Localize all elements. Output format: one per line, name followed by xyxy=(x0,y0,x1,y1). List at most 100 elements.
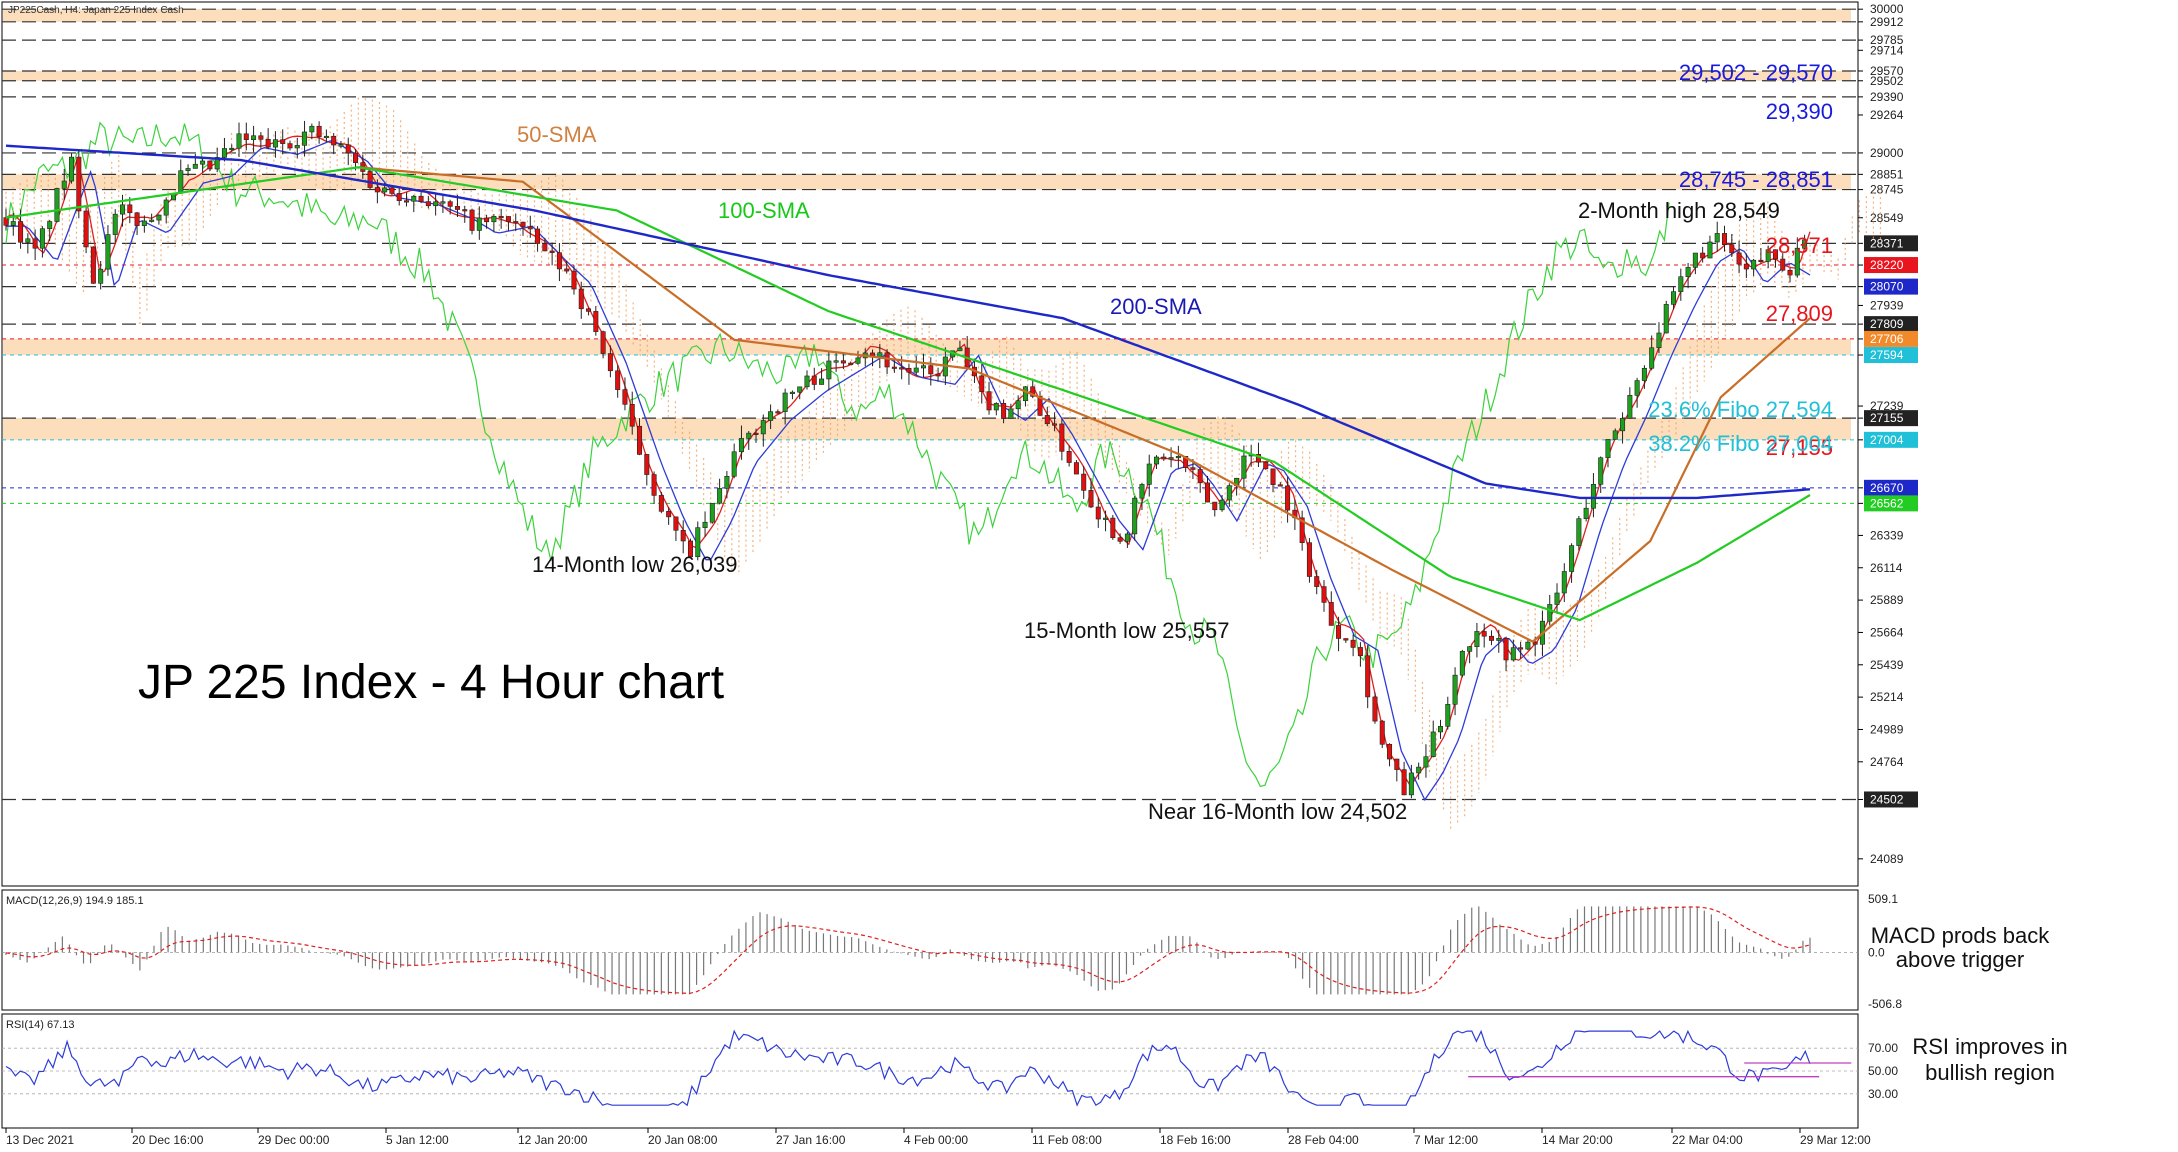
candle-body xyxy=(1751,259,1757,270)
candle-body xyxy=(1117,537,1123,542)
candle-body xyxy=(207,160,213,170)
candle-body xyxy=(571,270,577,290)
candle-body xyxy=(702,521,708,528)
candle-body xyxy=(229,147,235,151)
candle-body xyxy=(1554,592,1560,605)
candle-body xyxy=(1401,769,1407,796)
candle-body xyxy=(1226,485,1232,501)
candle-body xyxy=(98,268,104,284)
candle-body xyxy=(382,187,388,193)
candle-body xyxy=(986,391,992,411)
candle-body xyxy=(855,357,861,364)
price-box-label: 27004 xyxy=(1870,433,1904,447)
candle-body xyxy=(819,378,825,385)
candle-body xyxy=(447,201,453,207)
candle-body xyxy=(1663,304,1669,334)
annotation-5: 15-Month low 25,557 xyxy=(1024,618,1229,643)
candle-body xyxy=(476,217,482,231)
candle-body xyxy=(265,139,271,148)
candle-body xyxy=(1758,259,1764,263)
macd-note-line2: above trigger xyxy=(1896,947,2024,972)
candle-body xyxy=(353,152,359,163)
x-tick-label: 28 Feb 04:00 xyxy=(1288,1133,1359,1147)
price-box-label: 24502 xyxy=(1870,792,1904,806)
y-tick-label: 24989 xyxy=(1870,722,1904,736)
x-tick-label: 13 Dec 2021 xyxy=(6,1133,74,1147)
candle-body xyxy=(906,367,912,373)
candle-body xyxy=(513,221,519,224)
candle-body xyxy=(294,145,300,149)
macd-tick: -506.8 xyxy=(1868,997,1902,1011)
y-tick-label: 28851 xyxy=(1870,167,1904,181)
sma-200-line xyxy=(5,144,1811,500)
candle-body xyxy=(586,308,592,312)
candle-body xyxy=(1547,604,1553,622)
x-tick-label: 4 Feb 00:00 xyxy=(904,1133,968,1147)
candle-body xyxy=(1001,403,1007,419)
candle-body xyxy=(1787,269,1793,276)
candle-body xyxy=(680,529,686,542)
candle-body xyxy=(1802,239,1808,249)
candle-body xyxy=(1707,241,1713,259)
chart-title: JP 225 Index - 4 Hour chart xyxy=(138,656,724,709)
candle-body xyxy=(374,187,380,193)
candle-body xyxy=(1146,463,1152,485)
candle-body xyxy=(957,347,963,352)
candle-body xyxy=(1488,635,1494,641)
price-box xyxy=(1864,431,1918,448)
candle-body xyxy=(302,131,308,146)
zone-band-3 xyxy=(3,338,1851,356)
candle-body xyxy=(243,133,249,140)
candle-body xyxy=(1124,533,1130,542)
candle-body xyxy=(884,352,890,368)
sma-100-line xyxy=(5,166,1811,622)
y-tick-label: 26339 xyxy=(1870,528,1904,542)
candle-body xyxy=(1095,506,1101,520)
candle-body xyxy=(1357,647,1363,657)
candle-body xyxy=(69,156,75,182)
macd-pane: MACD(12,26,9) 194.9 185.1 509.1 0.0 -506.8 M… xyxy=(1,889,2051,1011)
candle-body xyxy=(236,133,242,149)
candle-body xyxy=(1605,439,1611,459)
candle-body xyxy=(542,243,548,252)
y-tick-label: 29785 xyxy=(1870,33,1904,47)
candle-body xyxy=(1496,638,1502,641)
candles xyxy=(3,120,1808,799)
price-box-label: 27809 xyxy=(1870,317,1904,331)
candle-body xyxy=(1219,499,1225,511)
y-tick-label: 25439 xyxy=(1870,658,1904,672)
candle-body xyxy=(1692,252,1698,268)
macd-note-line1: MACD prods back xyxy=(1871,923,2051,948)
y-tick-label: 29912 xyxy=(1870,15,1904,29)
macd-tick: 509.1 xyxy=(1868,892,1898,906)
candle-body xyxy=(797,386,803,393)
candle-body xyxy=(1721,233,1727,245)
candle-body xyxy=(505,216,511,222)
candle-body xyxy=(600,331,606,354)
y-tick-label: 24089 xyxy=(1870,852,1904,866)
candle-body xyxy=(425,201,431,207)
price-box xyxy=(1864,495,1918,512)
y-tick-label: 29390 xyxy=(1870,90,1904,104)
candle-body xyxy=(578,288,584,310)
candle-body xyxy=(1190,467,1196,470)
candle-body xyxy=(323,135,329,139)
candle-body xyxy=(1365,655,1371,698)
candle-body xyxy=(913,367,919,373)
candle-body xyxy=(549,250,555,253)
rsi-note-line2: bullish region xyxy=(1925,1060,2055,1085)
candle-body xyxy=(462,209,468,212)
candle-body xyxy=(527,226,533,230)
price-box-label: 28220 xyxy=(1870,258,1904,272)
candle-body xyxy=(1423,756,1429,768)
candle-body xyxy=(90,246,96,284)
candle-body xyxy=(1394,758,1400,770)
candle-body xyxy=(1503,638,1509,661)
candle-body xyxy=(826,360,832,380)
y-tick-label: 28745 xyxy=(1870,183,1904,197)
candle-body xyxy=(491,216,497,223)
candle-body xyxy=(272,139,278,148)
candle-body xyxy=(18,221,24,243)
candle-body xyxy=(848,362,854,365)
